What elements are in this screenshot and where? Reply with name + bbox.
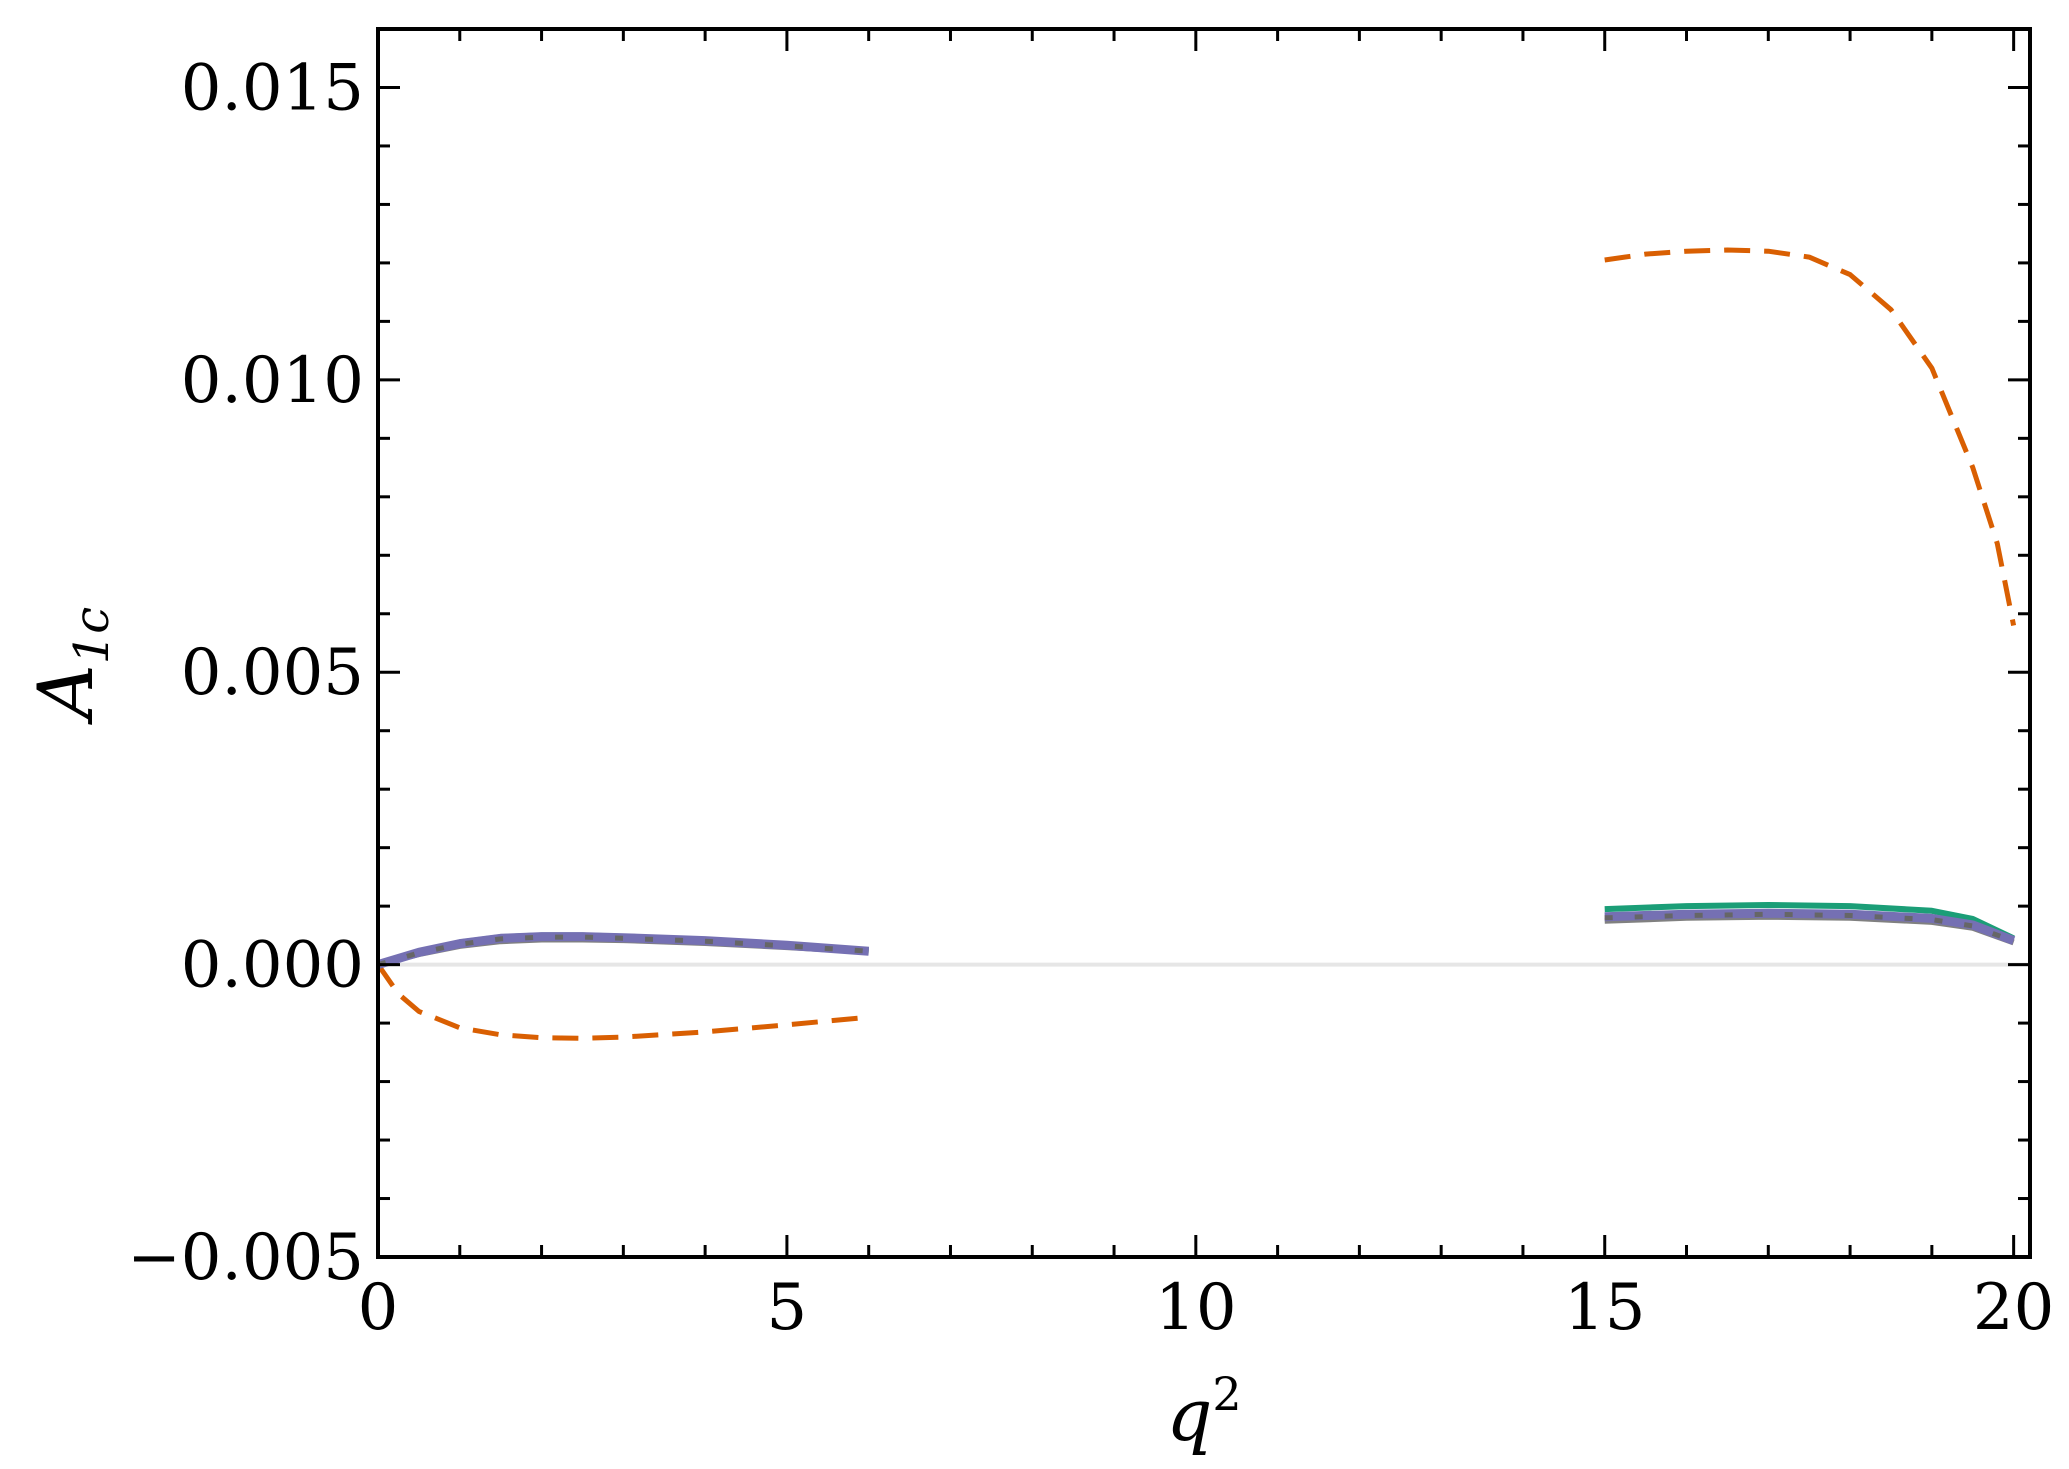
y-tick-label: −0.005 [127, 1221, 364, 1295]
y-axis-label-main: A [21, 664, 110, 725]
series-0-line-segment-1 [1604, 902, 2015, 942]
series-4-line-segment-0 [377, 934, 869, 968]
y-axis-label: A1c [21, 607, 120, 725]
x-tick-label: 15 [1564, 1271, 1645, 1345]
x-tick-label: 5 [767, 1271, 808, 1345]
x-axis-label: q2 [1166, 1367, 1241, 1457]
tick-labels-layer: 0 5 10 15 20 −0.005 0.000 0.005 0.010 0.015 [127, 51, 2054, 1345]
y-tick-label: 0.005 [181, 636, 364, 710]
x-axis-label-superscript: 2 [1212, 1367, 1241, 1421]
y-axis-label-subscript: 1c [64, 607, 120, 664]
series-1-line-segment-1 [1604, 247, 2017, 626]
ticks-layer [376, 27, 2030, 1259]
series-1-line-segment-0 [375, 963, 869, 1041]
x-tick-label: 0 [358, 1271, 399, 1345]
series-4-line-segment-1 [1604, 911, 2015, 944]
plot-frame [376, 27, 2032, 1259]
series-layer [375, 247, 2017, 1041]
y-tick-label: 0.010 [181, 344, 364, 418]
y-tick-label: 0.015 [181, 51, 364, 125]
x-tick-label: 20 [1973, 1271, 2054, 1345]
x-axis-label-main: q [1166, 1373, 1212, 1457]
x-tick-label: 10 [1155, 1271, 1236, 1345]
y-tick-label: 0.000 [181, 929, 364, 1003]
